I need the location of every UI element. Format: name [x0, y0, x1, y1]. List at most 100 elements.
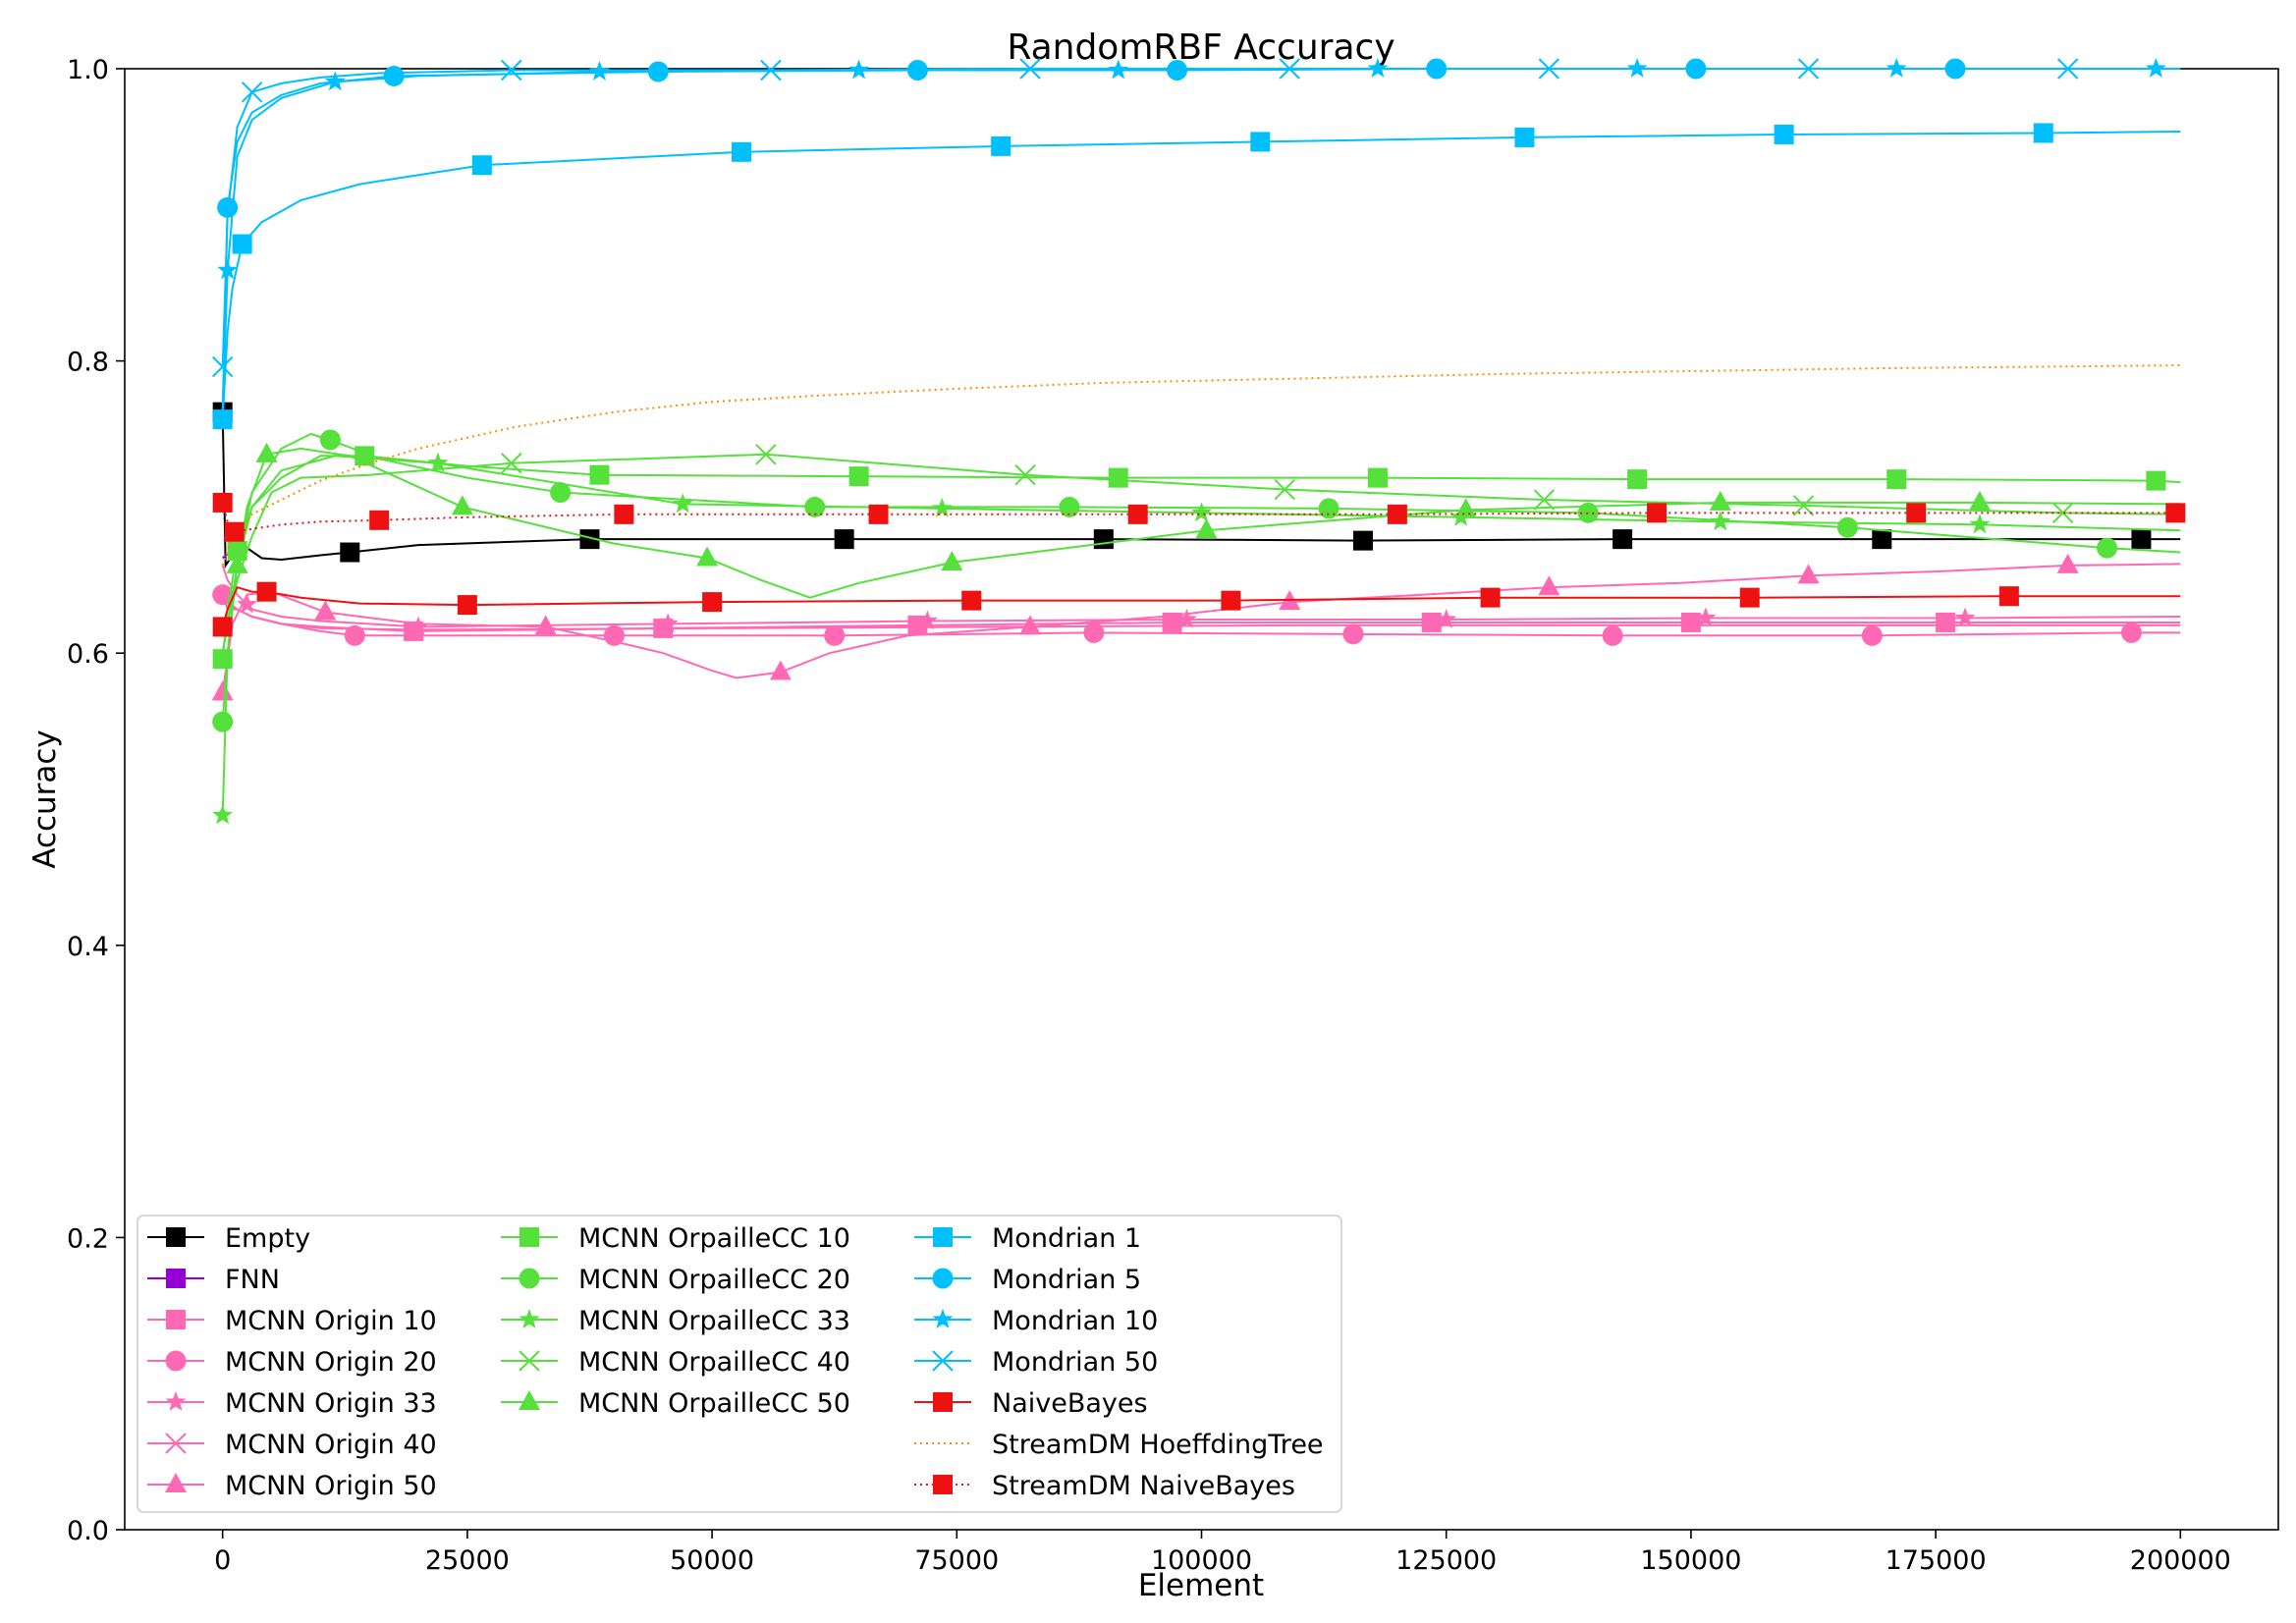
data-point	[1538, 575, 1560, 596]
data-point	[212, 409, 233, 430]
data-point	[1792, 495, 1815, 516]
legend-item-mcnn-orpaillecc-33: MCNN OrpailleCC 33	[501, 1306, 850, 1336]
data-point	[427, 452, 449, 472]
legend-label: Mondrian 10	[992, 1306, 1158, 1336]
x-axis-label: Element	[1138, 1568, 1264, 1603]
data-point	[696, 546, 719, 567]
data-point	[212, 711, 234, 732]
y-tick-label: 0.2	[67, 1223, 109, 1254]
data-point	[1613, 529, 1633, 550]
legend-swatch-marker	[932, 1268, 954, 1289]
legend-label: MCNN OrpailleCC 50	[578, 1388, 850, 1419]
legend-item-mcnn-orpaillecc-10: MCNN OrpailleCC 10	[501, 1223, 850, 1254]
data-point	[1797, 564, 1820, 584]
data-point	[931, 497, 953, 517]
data-point	[2033, 123, 2053, 143]
series-mondrian-10	[217, 58, 2181, 412]
legend-item-mcnn-orpaillecc-40: MCNN OrpailleCC 40	[501, 1347, 850, 1378]
y-tick-label: 1.0	[67, 55, 109, 85]
data-point	[1162, 612, 1182, 632]
chart-title: RandomRBF Accuracy	[1007, 27, 1394, 68]
legend-label: Empty	[225, 1223, 310, 1254]
series-mcnn-origin-20	[212, 584, 2181, 646]
data-point	[991, 135, 1011, 156]
data-point	[1861, 624, 1883, 646]
data-point	[1352, 530, 1373, 551]
legend-swatch-marker	[933, 1227, 953, 1247]
data-point	[1014, 463, 1036, 486]
legend-item-mondrian-50: Mondrian 50	[914, 1347, 1158, 1378]
data-point	[211, 355, 234, 378]
data-point	[1454, 498, 1477, 518]
x-tick-label: 175000	[1886, 1545, 1987, 1576]
legend-swatch-marker	[933, 1475, 953, 1494]
legend: Empty FNN MCNN Origin 10 MCNN Origin 20 MCNN…	[137, 1215, 1342, 1513]
legend-swatch-marker	[165, 1391, 187, 1411]
legend-label: Mondrian 5	[992, 1265, 1141, 1295]
data-point	[1127, 504, 1148, 524]
data-point	[1176, 609, 1197, 628]
series-mcnn-orpaillecc-20	[212, 429, 2181, 732]
series-line	[221, 131, 2181, 420]
data-point	[1436, 609, 1457, 628]
series-mcnn-origin-50	[211, 553, 2181, 701]
data-point	[1421, 612, 1442, 632]
data-point	[451, 495, 473, 515]
data-point	[755, 444, 777, 465]
data-point	[589, 464, 610, 485]
legend-swatch-marker	[519, 1309, 540, 1328]
legend-item-fnn: FNN	[147, 1265, 280, 1295]
data-point	[1695, 607, 1717, 627]
legend-swatch-marker	[519, 1268, 540, 1289]
legend-item-mcnn-origin-33: MCNN Origin 33	[147, 1388, 437, 1419]
data-point	[1709, 490, 1731, 511]
legend-label: MCNN Origin 40	[225, 1430, 437, 1460]
legend-label: NaiveBayes	[992, 1388, 1148, 1419]
legend-item-mondrian-10: Mondrian 10	[914, 1306, 1158, 1336]
data-point	[961, 590, 982, 611]
series-mondrian-5	[217, 58, 2181, 412]
legend-swatch-marker	[519, 1390, 540, 1410]
data-point	[324, 71, 346, 91]
legend-item-mondrian-5: Mondrian 5	[914, 1265, 1141, 1295]
legend-swatch-marker	[932, 1309, 954, 1328]
data-point	[1342, 623, 1364, 645]
y-tick-label: 0.4	[67, 932, 109, 962]
data-point	[212, 492, 233, 513]
data-point	[319, 429, 341, 451]
data-point	[1195, 518, 1218, 539]
data-point	[1533, 489, 1556, 511]
data-point	[2131, 529, 2152, 550]
x-axis-ticks: 0 25000 50000 75000 100000 125000 150000 175000…	[214, 1530, 2231, 1576]
y-tick-label: 0.0	[67, 1516, 109, 1546]
y-axis-label: Accuracy	[27, 730, 63, 869]
legend-swatch-marker	[166, 1310, 186, 1329]
data-point	[1968, 490, 1991, 511]
data-point	[550, 482, 572, 504]
x-tick-label: 125000	[1395, 1545, 1497, 1576]
series-line	[221, 68, 2181, 412]
x-tick-label: 25000	[425, 1545, 510, 1576]
series-mcnn-origin-40	[221, 586, 2181, 631]
data-point	[1998, 586, 2019, 607]
data-point	[241, 81, 263, 103]
data-point	[2056, 58, 2079, 80]
legend-label: Mondrian 1	[992, 1223, 1141, 1254]
legend-label: StreamDM HoeffdingTree	[992, 1430, 1324, 1460]
legend-label: MCNN Origin 33	[225, 1388, 437, 1419]
data-point	[1969, 514, 1991, 534]
data-point	[1480, 587, 1501, 608]
series-line	[221, 447, 2181, 654]
data-point	[2146, 470, 2166, 491]
data-point	[614, 504, 634, 524]
data-point	[2097, 537, 2118, 559]
data-point	[501, 453, 522, 474]
data-point	[731, 141, 751, 162]
data-point	[848, 466, 869, 487]
data-point	[1936, 612, 1956, 632]
x-tick-label: 50000	[670, 1545, 754, 1576]
data-point	[1367, 467, 1388, 488]
legend-item-mcnn-orpaillecc-50: MCNN OrpailleCC 50	[501, 1388, 850, 1419]
data-point	[868, 504, 889, 524]
series-naivebayes	[212, 581, 2181, 637]
